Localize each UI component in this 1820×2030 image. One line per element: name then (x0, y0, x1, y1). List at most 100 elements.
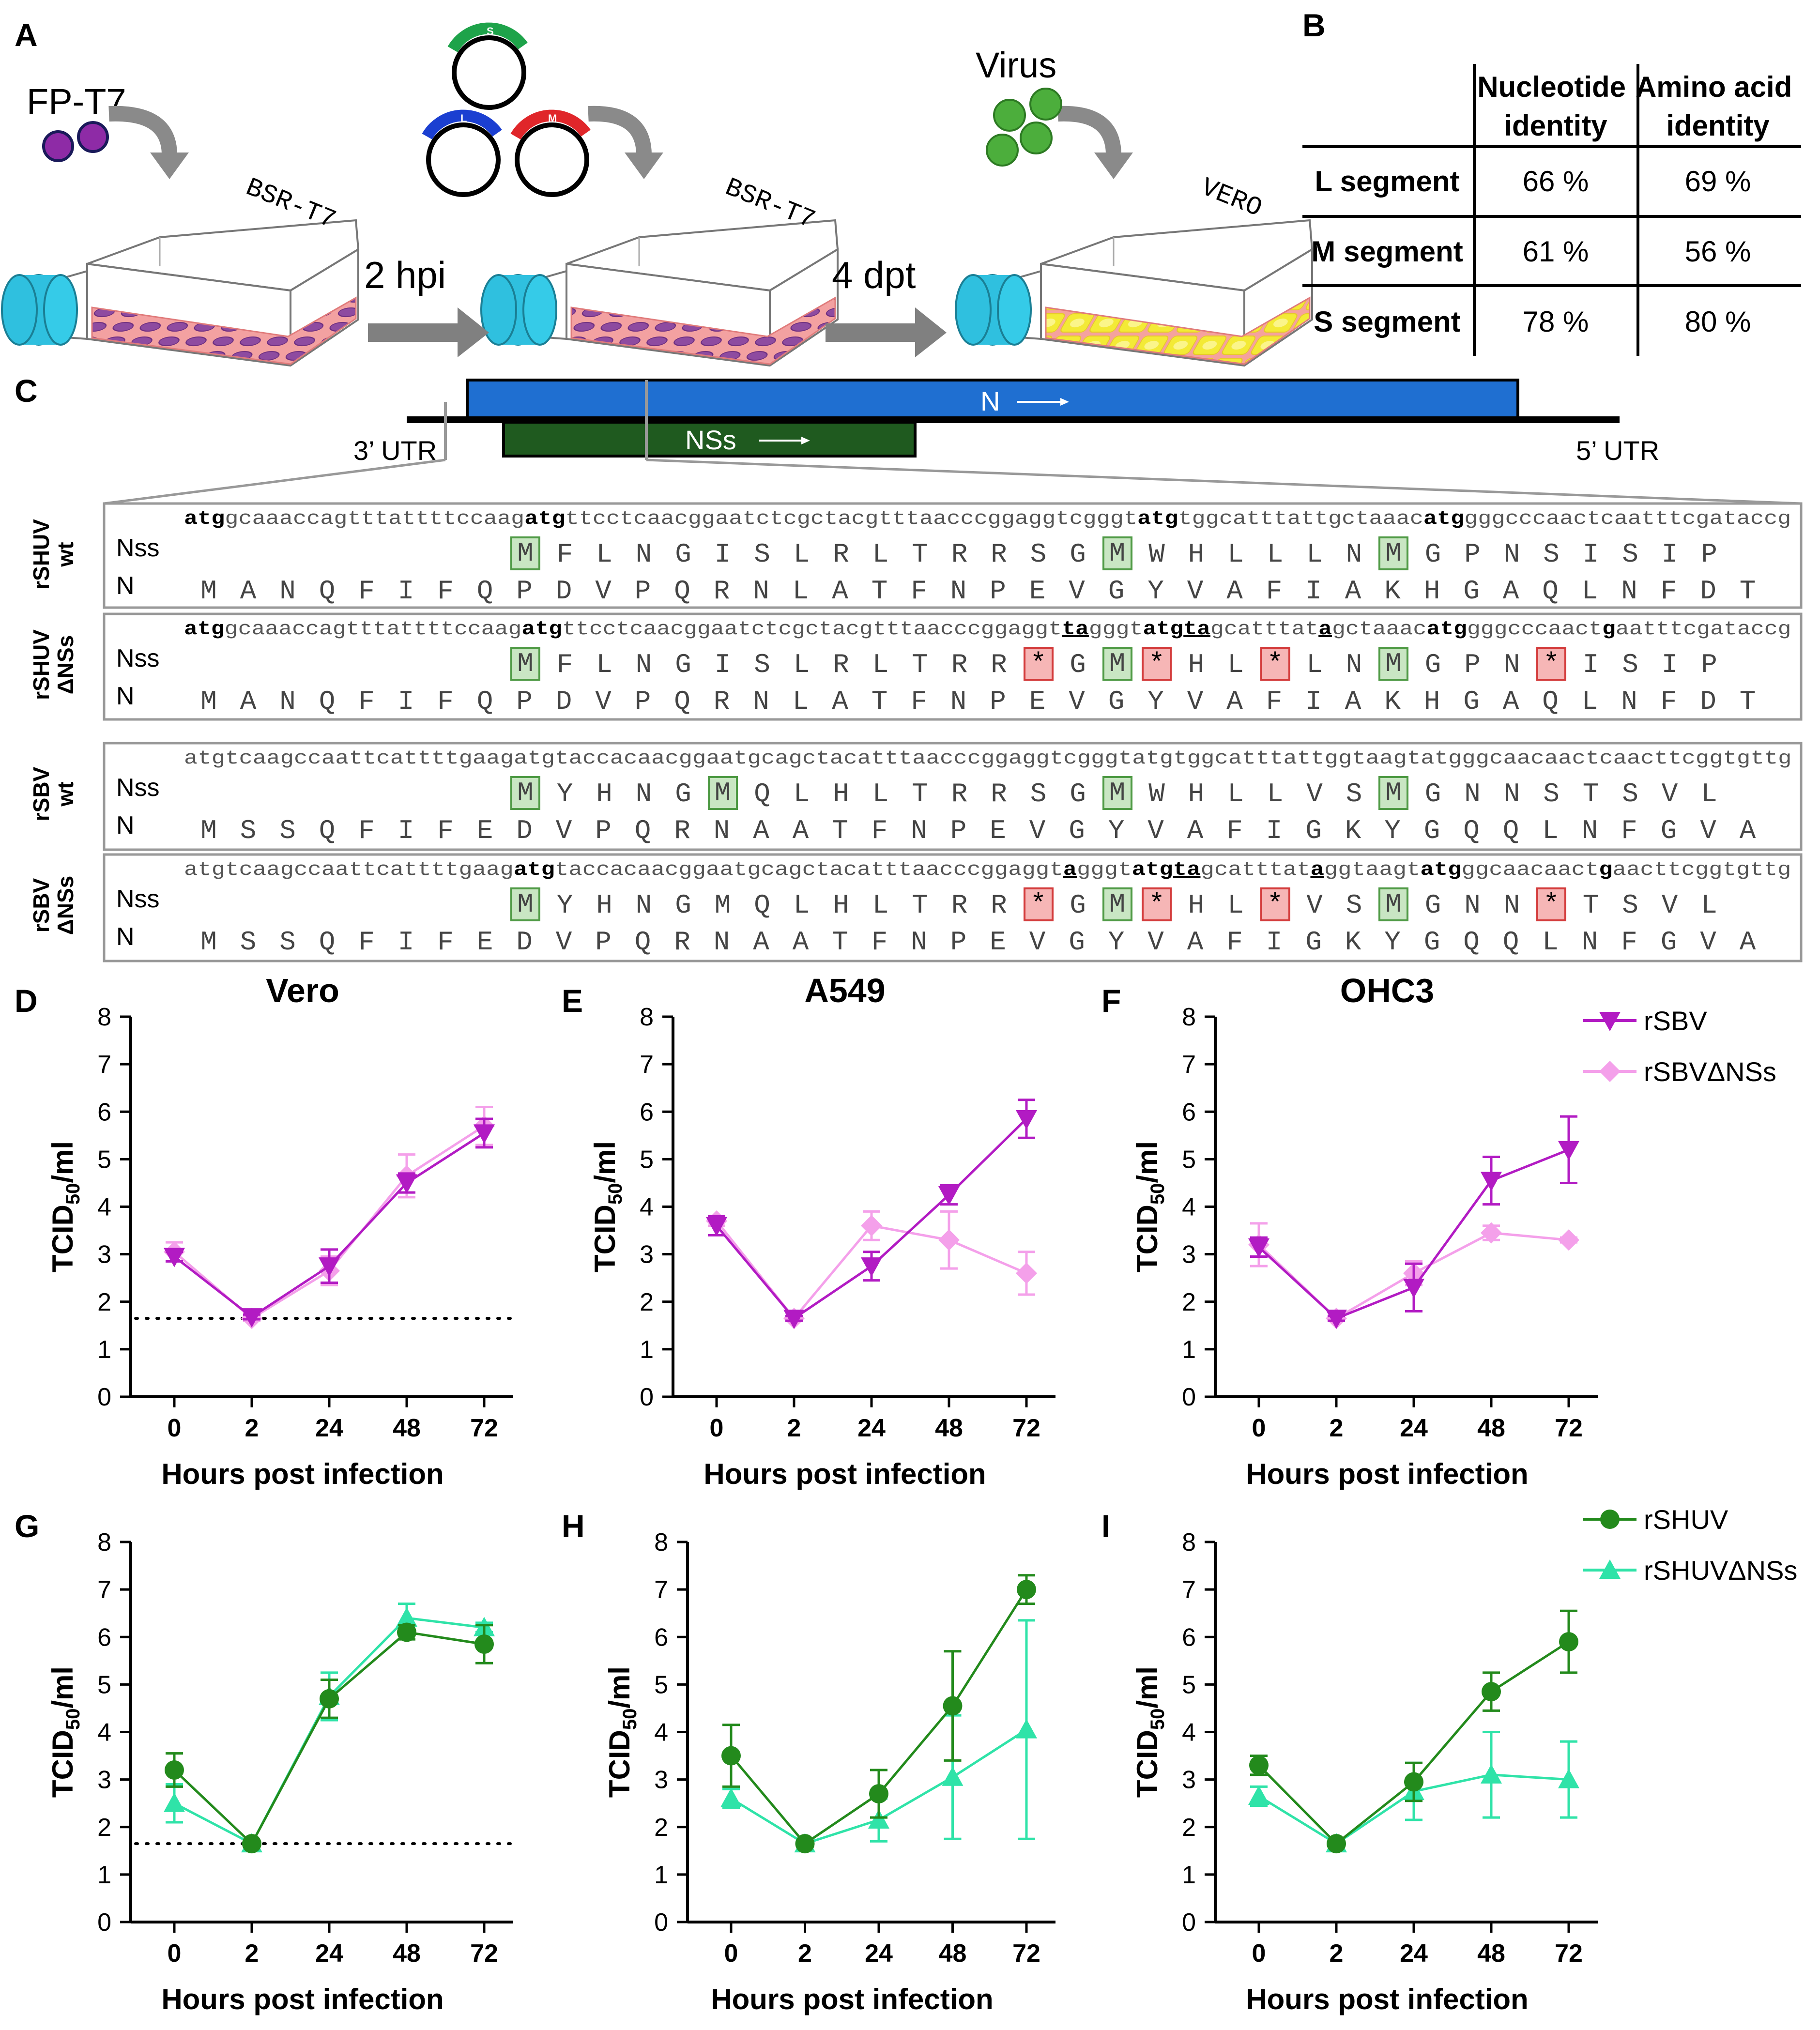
amino-acid: R (674, 927, 690, 958)
amino-acid: R (991, 890, 1007, 921)
amino-acid: A (1187, 927, 1204, 958)
y-tick-label: 8 (97, 1528, 111, 1557)
n-row-label: N (116, 682, 135, 710)
amino-acid: F (556, 539, 573, 570)
chart-F: F 0 1 2 3 4 5 6 7 8 0 2 24 48 72 OHC3 Hours post infecti… (1101, 972, 1598, 1490)
amino-acid: R (951, 890, 968, 921)
amino-acid: Q (1542, 576, 1559, 607)
amino-acid: S (1622, 649, 1638, 680)
data-point (1481, 1222, 1502, 1244)
y-tick-label: 6 (654, 1623, 668, 1651)
amino-acid: I (1582, 649, 1599, 680)
amino-acid: Q (319, 576, 336, 607)
panel-letter: G (15, 1508, 39, 1544)
amino-acid: P (516, 576, 533, 607)
amino-acid: A (832, 686, 848, 717)
amino-acid: M (200, 576, 217, 607)
amino-acid: N (279, 686, 296, 717)
amino-acid: L (792, 686, 809, 717)
seq-box-rshuv-wt (103, 502, 1803, 609)
svg-text:69 %: 69 % (1685, 165, 1751, 198)
amino-acid: N (1503, 539, 1520, 570)
series-rSBV (706, 1099, 1037, 1329)
amino-acid: G (1305, 927, 1322, 958)
amino-acid: L (1542, 927, 1559, 958)
amino-acid: F (437, 927, 454, 958)
amino-acid: R (951, 778, 968, 809)
amino-acid: N (753, 686, 769, 717)
x-tick-label: 24 (857, 1414, 886, 1442)
legend-item: rSHUV (1583, 1504, 1728, 1535)
amino-acid: I (714, 539, 731, 570)
data-point (396, 1174, 417, 1194)
data-point (795, 1834, 815, 1854)
amino-acid: N (1621, 686, 1637, 717)
amino-acid: R (951, 649, 968, 680)
virus-particle (1020, 122, 1053, 154)
amino-acid: L (1701, 778, 1717, 809)
amino-acid: L (1227, 539, 1244, 570)
amino-acid: L (792, 576, 809, 607)
amino-acid: P (516, 686, 533, 717)
chart-G: G 0 1 2 3 4 5 6 7 8 0 2 24 48 72 Hours post infection TC… (15, 1508, 515, 2015)
virus-label: Virus (976, 45, 1056, 85)
start-methionine: M (1102, 776, 1132, 810)
amino-acid: L (1701, 890, 1717, 921)
svg-text:S segment: S segment (1314, 305, 1460, 338)
x-axis-label: Hours post infection (161, 1458, 444, 1490)
y-axis-label: TCID50/ml (589, 1141, 626, 1272)
data-point (938, 1186, 960, 1206)
y-tick-label: 1 (654, 1861, 668, 1889)
y-tick-label: 5 (97, 1671, 111, 1699)
amino-acid: T (1739, 686, 1756, 717)
x-axis-label: Hours post infection (1246, 1458, 1528, 1490)
x-tick-label: 72 (1555, 1939, 1583, 1968)
start-methionine: M (1102, 887, 1132, 921)
amino-acid: N (279, 576, 296, 607)
amino-acid: N (635, 539, 652, 570)
data-point (319, 1257, 340, 1277)
amino-acid: V (1661, 890, 1678, 921)
amino-acid: S (1622, 890, 1638, 921)
fp-t7-particle (42, 130, 74, 162)
amino-acid: G (1108, 686, 1125, 717)
amino-acid: N (1346, 649, 1362, 680)
x-tick-label: 2 (787, 1414, 801, 1442)
y-tick-label: 2 (97, 1288, 111, 1316)
y-axis-label: TCID50/ml (603, 1666, 641, 1798)
amino-acid: I (714, 649, 731, 680)
amino-acid: A (1226, 686, 1243, 717)
y-tick-label: 6 (1182, 1098, 1196, 1126)
data-point (1403, 1279, 1424, 1298)
nss-gene-bar (502, 421, 917, 458)
table-row: M segment 61 % 56 % (1311, 235, 1751, 268)
amino-acid: T (871, 686, 888, 717)
y-tick-label: 3 (654, 1766, 668, 1794)
chart-title: OHC3 (1340, 972, 1434, 1009)
seq-side-label: rSHUV ΔNSs (29, 629, 78, 700)
legend-label: rSHUV (1644, 1504, 1728, 1535)
x-tick-label: 24 (1400, 1414, 1428, 1442)
data-point (1326, 1310, 1347, 1329)
amino-acid: Q (1463, 927, 1480, 958)
amino-acid: E (990, 815, 1006, 846)
amino-acid: R (951, 539, 968, 570)
amino-acid: T (1739, 576, 1756, 607)
amino-acid: S (1346, 778, 1362, 809)
amino-acid: S (754, 649, 770, 680)
amino-acid: G (1424, 649, 1441, 680)
start-methionine: M (1378, 776, 1408, 810)
legend-label: rSBVΔNSs (1644, 1056, 1776, 1087)
amino-acid: N (1503, 778, 1520, 809)
nss-row-label: Nss (116, 885, 160, 913)
nss-row-label: Nss (116, 644, 160, 672)
x-tick-label: 2 (245, 1414, 259, 1442)
amino-acid: I (398, 576, 414, 607)
amino-acid: A (240, 576, 257, 607)
legend-label: rSHUVΔNSs (1644, 1555, 1797, 1586)
amino-acid: K (1345, 927, 1361, 958)
amino-acid: A (792, 927, 809, 958)
data-point (1016, 1719, 1037, 1739)
amino-acid: W (1148, 539, 1165, 570)
amino-acid: P (950, 815, 967, 846)
